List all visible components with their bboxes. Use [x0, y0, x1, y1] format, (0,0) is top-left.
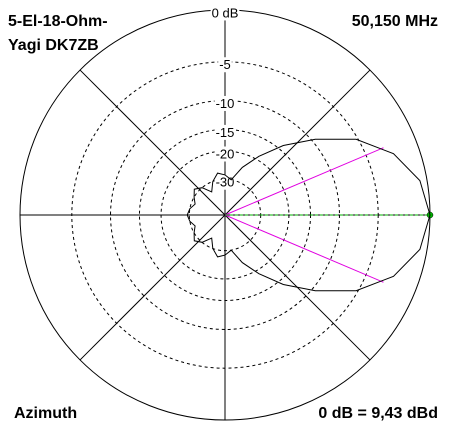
- reference-label: 0 dB = 9,43 dBd: [318, 405, 438, 422]
- half-power-line: [224, 214, 384, 283]
- r-tick-label: -15: [216, 125, 235, 140]
- half-power-line: [224, 147, 384, 216]
- r-tick-label: -30: [216, 175, 235, 190]
- title-line: 5-El-18-Ohm-: [8, 13, 108, 30]
- title-line: Yagi DK7ZB: [8, 37, 99, 54]
- label-bg: [218, 57, 232, 73]
- plot: [186, 138, 434, 292]
- plane-label: Azimuth: [14, 405, 77, 422]
- ring: [110, 100, 340, 330]
- r-tick-label: -20: [216, 147, 235, 162]
- r-tick-label: 0 dB: [212, 5, 239, 20]
- r-tick-label: -5: [219, 57, 231, 72]
- pattern: [186, 138, 431, 292]
- label-bg: [214, 146, 236, 162]
- r-tick-label: -10: [216, 96, 235, 111]
- label-bg: [210, 5, 240, 21]
- frequency: 50,150 MHz: [352, 13, 438, 30]
- label-bg: [214, 124, 236, 140]
- label-bg: [214, 95, 236, 111]
